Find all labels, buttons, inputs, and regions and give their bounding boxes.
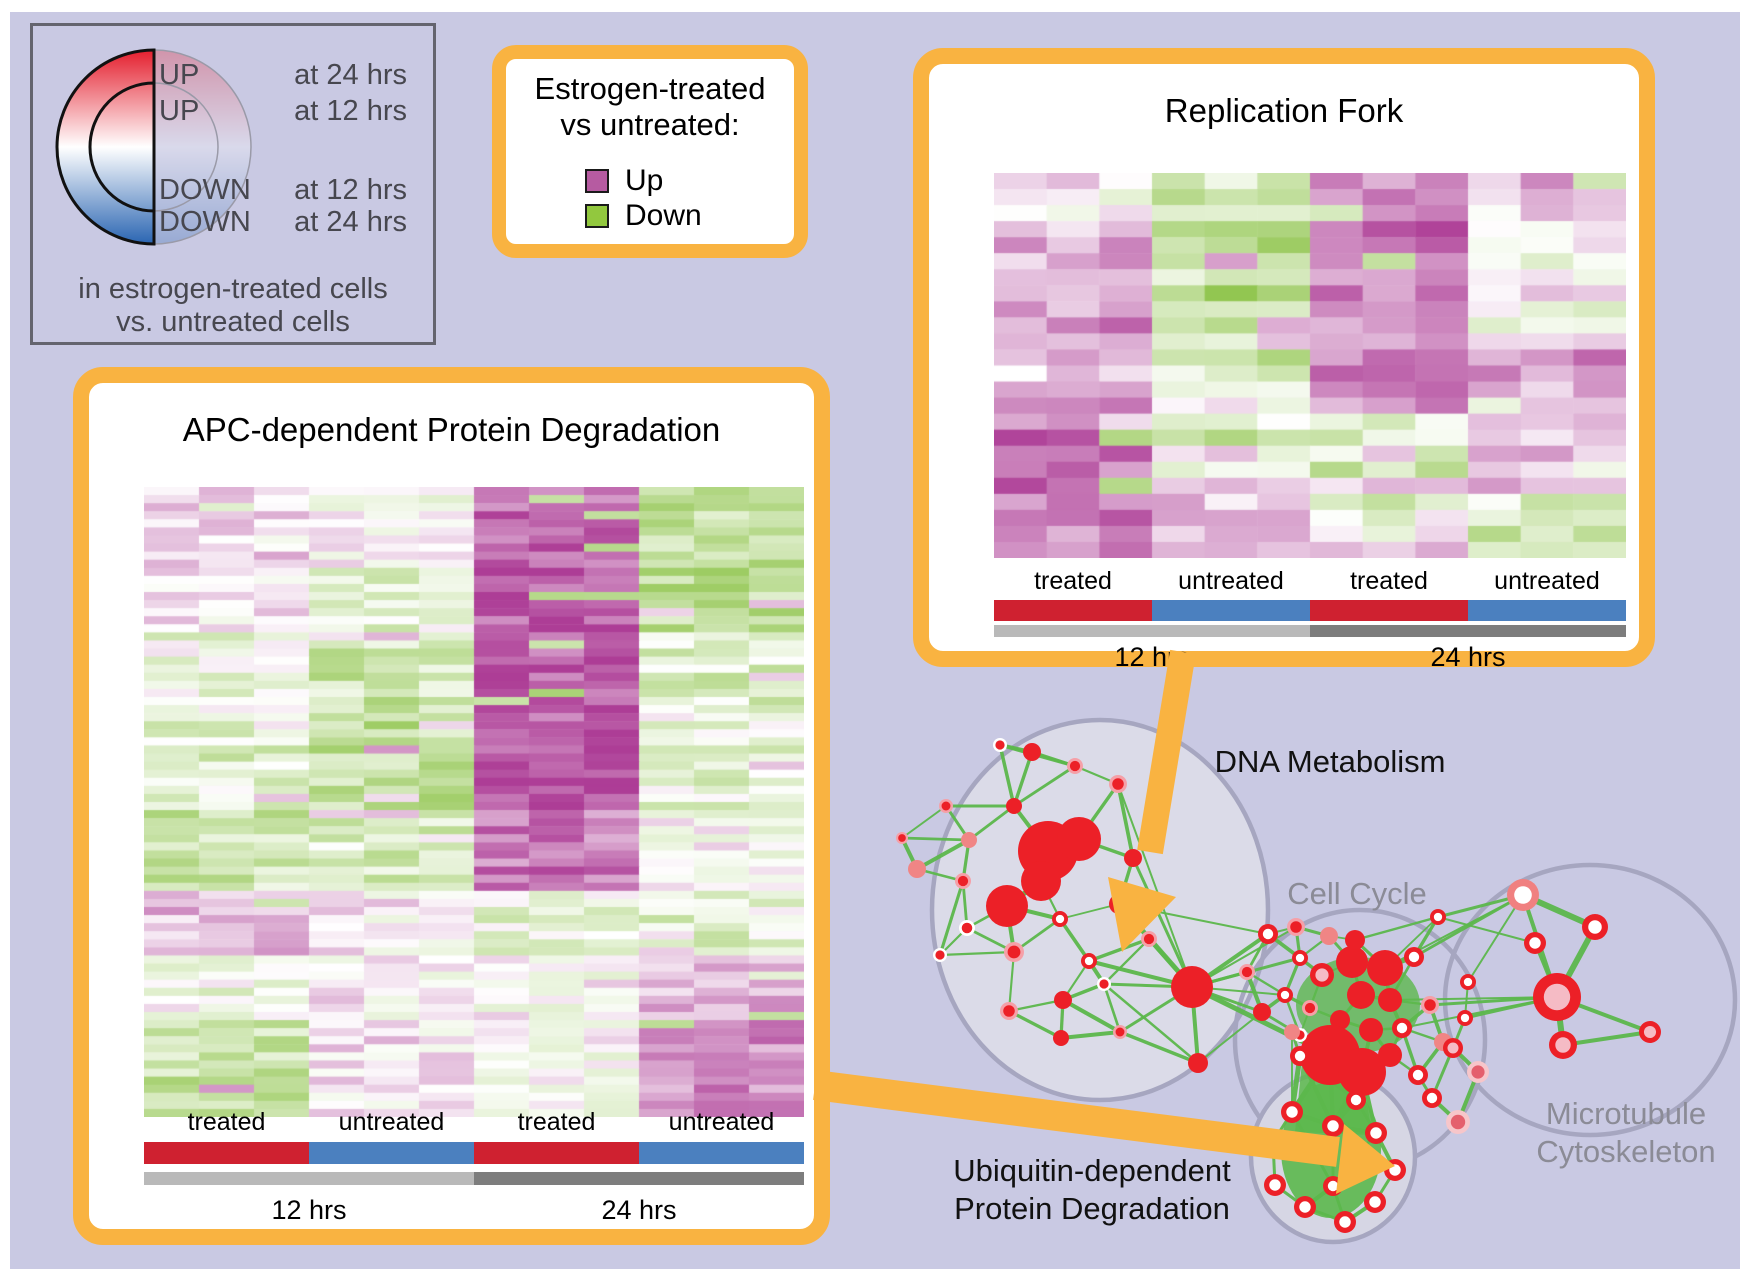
rf-group-label: treated [1034, 567, 1112, 595]
legend-footer-line1: in estrogen-treated cells [78, 273, 388, 305]
legend-row-up-24: UP at 24 hrs [159, 59, 407, 92]
apc-group-label: untreated [338, 1108, 445, 1136]
apc-12hrs-label: 12 hrs [271, 1195, 347, 1225]
rf-group-labels: treated untreated treated untreated [994, 567, 1626, 596]
cluster-label-cell-cycle: Cell Cycle [1287, 875, 1427, 913]
apc-heatmap-canvas [144, 487, 804, 1117]
legend-direction: UP [159, 95, 200, 127]
untreated-bar [639, 1142, 804, 1164]
cluster-label-ubiquitin-degradation: Ubiquitin-dependent Protein Degradation [953, 1152, 1231, 1228]
legend-time: at 12 hrs [294, 95, 407, 127]
gradient-legend-box: UP at 24 hrs UP at 12 hrs DOWN at 12 hrs… [30, 23, 436, 345]
hrs12-bar [144, 1172, 474, 1185]
rf-group-label: treated [1350, 567, 1428, 595]
ubiquitin-label-line2: Protein Degradation [954, 1191, 1230, 1226]
untreated-bar [1468, 600, 1626, 621]
apc-panel: APC-dependent Protein Degradation treate… [73, 367, 830, 1245]
treated-bar [474, 1142, 639, 1164]
hrs12-bar [994, 625, 1310, 637]
microtubule-label-line1: Microtubule [1545, 1096, 1707, 1131]
treated-bar [1310, 600, 1468, 621]
cluster-label-dna-metabolism: DNA Metabolism [1215, 743, 1446, 781]
rf-12hrs-label: 12 hrs [1114, 642, 1190, 672]
apc-time-labels: 12 hrs 24 hrs [144, 1195, 804, 1226]
legend-time: at 24 hrs [294, 206, 407, 238]
estrogen-legend-box: Estrogen-treated vs untreated: Up Down [492, 45, 808, 258]
up-down-gradient-glyph [55, 48, 252, 246]
rf-condition-bars [994, 600, 1626, 621]
estrogen-legend-title-line2: vs untreated: [560, 107, 740, 142]
microtubule-label-line2: Cytoskeleton [1536, 1134, 1716, 1169]
legend-item-down: Down [506, 199, 794, 233]
ubiquitin-label-line1: Ubiquitin-dependent [953, 1153, 1231, 1188]
legend-footer-line2: vs. untreated cells [116, 306, 350, 338]
legend-item-up: Up [506, 164, 794, 198]
legend-time: at 24 hrs [294, 59, 407, 91]
legend-row-down-12: DOWN at 12 hrs [159, 174, 407, 207]
legend-direction: UP [159, 59, 200, 91]
cluster-label-microtubule-cytoskeleton: Microtubule Cytoskeleton [1536, 1095, 1715, 1171]
rf-group-label: untreated [1178, 567, 1284, 595]
legend-direction: DOWN [159, 174, 251, 206]
hrs24-bar [474, 1172, 804, 1185]
treated-bar [994, 600, 1152, 621]
apc-group-label: treated [187, 1108, 266, 1136]
rf-24hrs-label: 24 hrs [1430, 642, 1506, 672]
rf-group-label: untreated [1494, 567, 1600, 595]
estrogen-legend-title: Estrogen-treated vs untreated: [506, 71, 794, 143]
legend-direction: DOWN [159, 206, 251, 238]
legend-row-down-24: DOWN at 24 hrs [159, 206, 407, 239]
rf-time-bars [994, 625, 1626, 637]
apc-time-bars [144, 1172, 804, 1185]
untreated-bar [1152, 600, 1310, 621]
apc-condition-bars [144, 1142, 804, 1164]
hrs24-bar [1310, 625, 1626, 637]
apc-group-labels: treated untreated treated untreated [144, 1108, 804, 1137]
apc-24hrs-label: 24 hrs [601, 1195, 677, 1225]
down-color-swatch [585, 204, 609, 228]
up-color-swatch [585, 169, 609, 193]
replication-fork-panel: Replication Fork treated untreated treat… [913, 48, 1655, 672]
dna-metabolism-label: DNA Metabolism [1214, 744, 1446, 779]
up-label: Up [625, 164, 664, 197]
rf-time-labels: 12 hrs 24 hrs [994, 642, 1626, 673]
down-label: Down [625, 199, 702, 232]
legend-row-up-12: UP at 12 hrs [159, 95, 407, 128]
treated-bar [144, 1142, 309, 1164]
cell-cycle-label: Cell Cycle [1287, 876, 1427, 911]
apc-group-label: untreated [668, 1108, 775, 1136]
legend-time: at 12 hrs [294, 174, 407, 206]
estrogen-legend-title-line1: Estrogen-treated [534, 71, 766, 106]
apc-panel-title: APC-dependent Protein Degradation [182, 411, 721, 448]
apc-group-label: treated [517, 1108, 596, 1136]
rf-heatmap-canvas [994, 173, 1626, 558]
rf-panel-title: Replication Fork [1164, 92, 1404, 129]
untreated-bar [309, 1142, 474, 1164]
